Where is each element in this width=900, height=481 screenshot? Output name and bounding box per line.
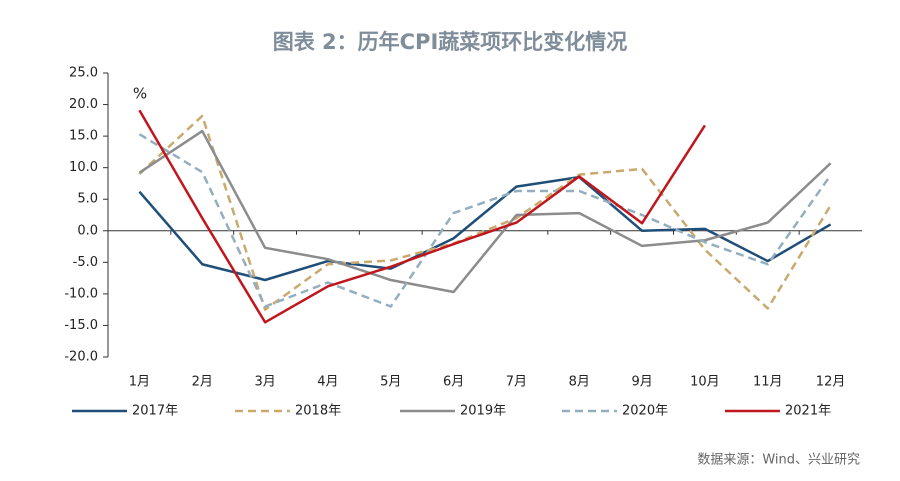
series-line: [138, 109, 706, 324]
y-tick-label: -5.0: [73, 255, 98, 270]
source-note: 数据来源：Wind、兴业研究: [697, 453, 860, 468]
x-tick-label: 11月: [753, 375, 783, 390]
x-tick-label: 6月: [443, 375, 464, 390]
series-line: [138, 133, 832, 308]
chart-title: 图表 2：历年CPI蔬菜项环比变化情况: [273, 30, 628, 54]
y-tick-label: -15.0: [64, 318, 98, 333]
x-tick-label: 8月: [569, 375, 590, 390]
y-tick-label: 25.0: [69, 66, 98, 81]
x-tick-label: 5月: [380, 375, 401, 390]
y-tick-label: 10.0: [69, 160, 98, 175]
y-tick-label: 20.0: [69, 97, 98, 112]
x-tick-label: 7月: [506, 375, 527, 390]
legend-label: 2021年: [785, 404, 831, 419]
y-tick-label: -10.0: [64, 286, 98, 301]
legend-label: 2018年: [295, 404, 341, 419]
series-line: [138, 175, 832, 282]
x-tick-label: 4月: [317, 375, 338, 390]
x-tick-label: 9月: [631, 375, 652, 390]
x-tick-label: 3月: [254, 375, 275, 390]
y-unit: %: [133, 85, 147, 103]
legend-label: 2020年: [622, 404, 668, 419]
legend-label: 2017年: [132, 404, 178, 419]
y-tick-label: -20.0: [64, 350, 98, 365]
y-tick-label: 5.0: [77, 192, 98, 207]
series-line: [138, 129, 832, 294]
y-tick-label: 0.0: [77, 223, 98, 238]
x-tick-label: 12月: [816, 375, 846, 390]
y-tick-label: 15.0: [69, 129, 98, 144]
x-tick-label: 1月: [129, 375, 150, 390]
legend-label: 2019年: [460, 404, 506, 419]
x-tick-label: 10月: [690, 375, 720, 390]
x-tick-label: 2月: [192, 375, 213, 390]
